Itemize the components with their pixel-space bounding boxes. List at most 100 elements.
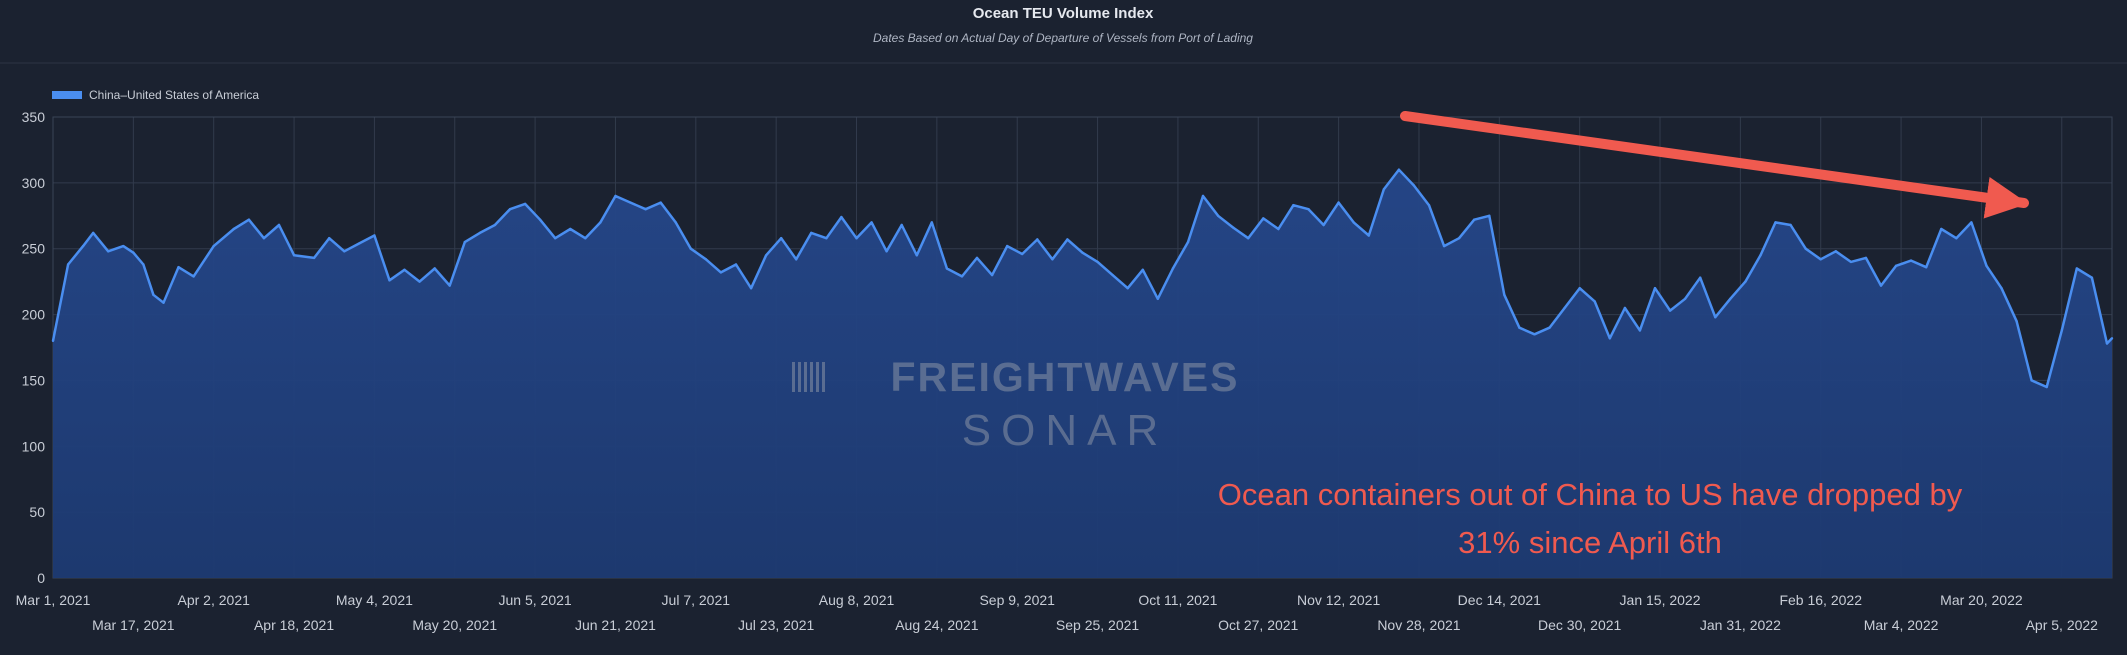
x-tick-label: Oct 27, 2021 <box>1218 617 1298 633</box>
data-point <box>1382 188 1386 191</box>
data-point <box>1262 217 1265 220</box>
data-point <box>343 250 346 253</box>
data-point <box>855 237 858 240</box>
data-point <box>508 208 512 211</box>
legend: China–United States of America <box>52 88 259 102</box>
x-tick-label: Jun 21, 2021 <box>575 617 656 633</box>
data-point <box>840 215 843 219</box>
data-point <box>1955 237 1958 240</box>
data-point <box>463 240 466 244</box>
data-point <box>152 293 155 296</box>
x-tick-label: Nov 28, 2021 <box>1377 617 1460 633</box>
data-point <box>1683 297 1687 300</box>
data-point <box>142 263 145 266</box>
x-tick-label: Jun 5, 2021 <box>499 592 572 608</box>
data-point <box>51 339 55 343</box>
data-point <box>1036 238 1039 241</box>
x-tick-label: Mar 20, 2022 <box>1940 592 2023 608</box>
data-point <box>1141 268 1145 271</box>
data-point <box>478 231 482 235</box>
x-tick-label: Sep 9, 2021 <box>979 592 1055 608</box>
data-point <box>599 221 602 224</box>
data-point <box>493 223 497 227</box>
data-point <box>1548 326 1551 329</box>
data-point <box>1457 237 1461 240</box>
data-point <box>1578 287 1581 290</box>
data-point <box>2045 385 2048 389</box>
data-point <box>373 234 376 237</box>
data-point <box>1638 329 1642 332</box>
y-tick-label: 100 <box>22 438 46 454</box>
data-point <box>734 263 738 266</box>
data-point <box>162 301 165 304</box>
data-point <box>2060 329 2063 332</box>
data-point <box>132 251 135 254</box>
data-point <box>1593 300 1596 303</box>
data-point <box>795 258 798 261</box>
data-point <box>1714 316 1717 319</box>
trend-arrow-icon <box>1400 111 2029 219</box>
data-point <box>1427 204 1431 207</box>
x-tick-label: Dec 14, 2021 <box>1458 592 1541 608</box>
data-point <box>1201 194 1205 198</box>
data-point <box>644 208 647 211</box>
x-tick-label: Jul 7, 2021 <box>662 592 731 608</box>
data-point <box>1352 221 1355 224</box>
watermark: FREIGHTWAVES SONAR <box>792 354 1237 455</box>
data-point <box>1774 221 1777 224</box>
data-point <box>900 223 903 227</box>
data-point <box>1819 258 1822 261</box>
sonar-logo-icon <box>792 362 825 392</box>
data-point <box>1653 287 1657 290</box>
data-point <box>388 279 391 282</box>
data-point <box>403 268 406 271</box>
x-tick-label: Jul 23, 2021 <box>738 617 814 633</box>
data-point <box>1925 266 1928 269</box>
x-tick-label: Apr 18, 2021 <box>254 617 334 633</box>
data-point <box>2015 320 2018 323</box>
data-point <box>1171 267 1175 270</box>
legend-swatch <box>52 91 82 99</box>
data-point <box>2105 342 2109 345</box>
data-point <box>122 244 125 248</box>
data-point <box>1985 264 1988 267</box>
series-area-fill <box>53 169 2112 578</box>
y-tick-label: 300 <box>22 175 46 191</box>
data-point <box>1186 240 1190 244</box>
data-point <box>523 202 527 206</box>
data-point <box>1021 252 1024 256</box>
data-point <box>312 256 316 260</box>
chart-subtitle: Dates Based on Actual Day of Departure o… <box>873 31 1253 45</box>
data-point <box>1216 214 1220 217</box>
x-tick-label: May 4, 2021 <box>336 592 413 608</box>
data-point <box>1066 238 1069 241</box>
data-point <box>92 231 95 235</box>
data-point <box>810 231 813 235</box>
data-point <box>629 201 632 204</box>
annotation-line-2: 31% since April 6th <box>1458 525 1722 560</box>
data-point <box>659 201 662 204</box>
data-point <box>1442 244 1446 248</box>
data-point <box>1834 250 1838 253</box>
data-point <box>990 273 994 277</box>
data-point <box>764 254 768 257</box>
x-tick-label: Dec 30, 2021 <box>1538 617 1621 633</box>
data-point <box>1804 247 1807 250</box>
data-point <box>870 221 873 224</box>
x-tick-label: May 20, 2021 <box>412 617 497 633</box>
data-point <box>1307 208 1310 211</box>
data-point <box>1849 260 1853 264</box>
data-point <box>247 218 251 221</box>
data-point <box>1533 333 1536 336</box>
data-point <box>292 254 296 257</box>
x-tick-label: Nov 12, 2021 <box>1297 592 1380 608</box>
data-point <box>960 275 964 278</box>
data-point <box>1744 280 1747 283</box>
data-point <box>2110 337 2114 340</box>
data-point <box>1864 256 1868 260</box>
data-point <box>2090 276 2094 279</box>
data-point <box>177 266 180 269</box>
x-tick-label: Mar 1, 2021 <box>16 592 91 608</box>
data-point <box>1322 223 1325 227</box>
data-point <box>1909 259 1913 262</box>
